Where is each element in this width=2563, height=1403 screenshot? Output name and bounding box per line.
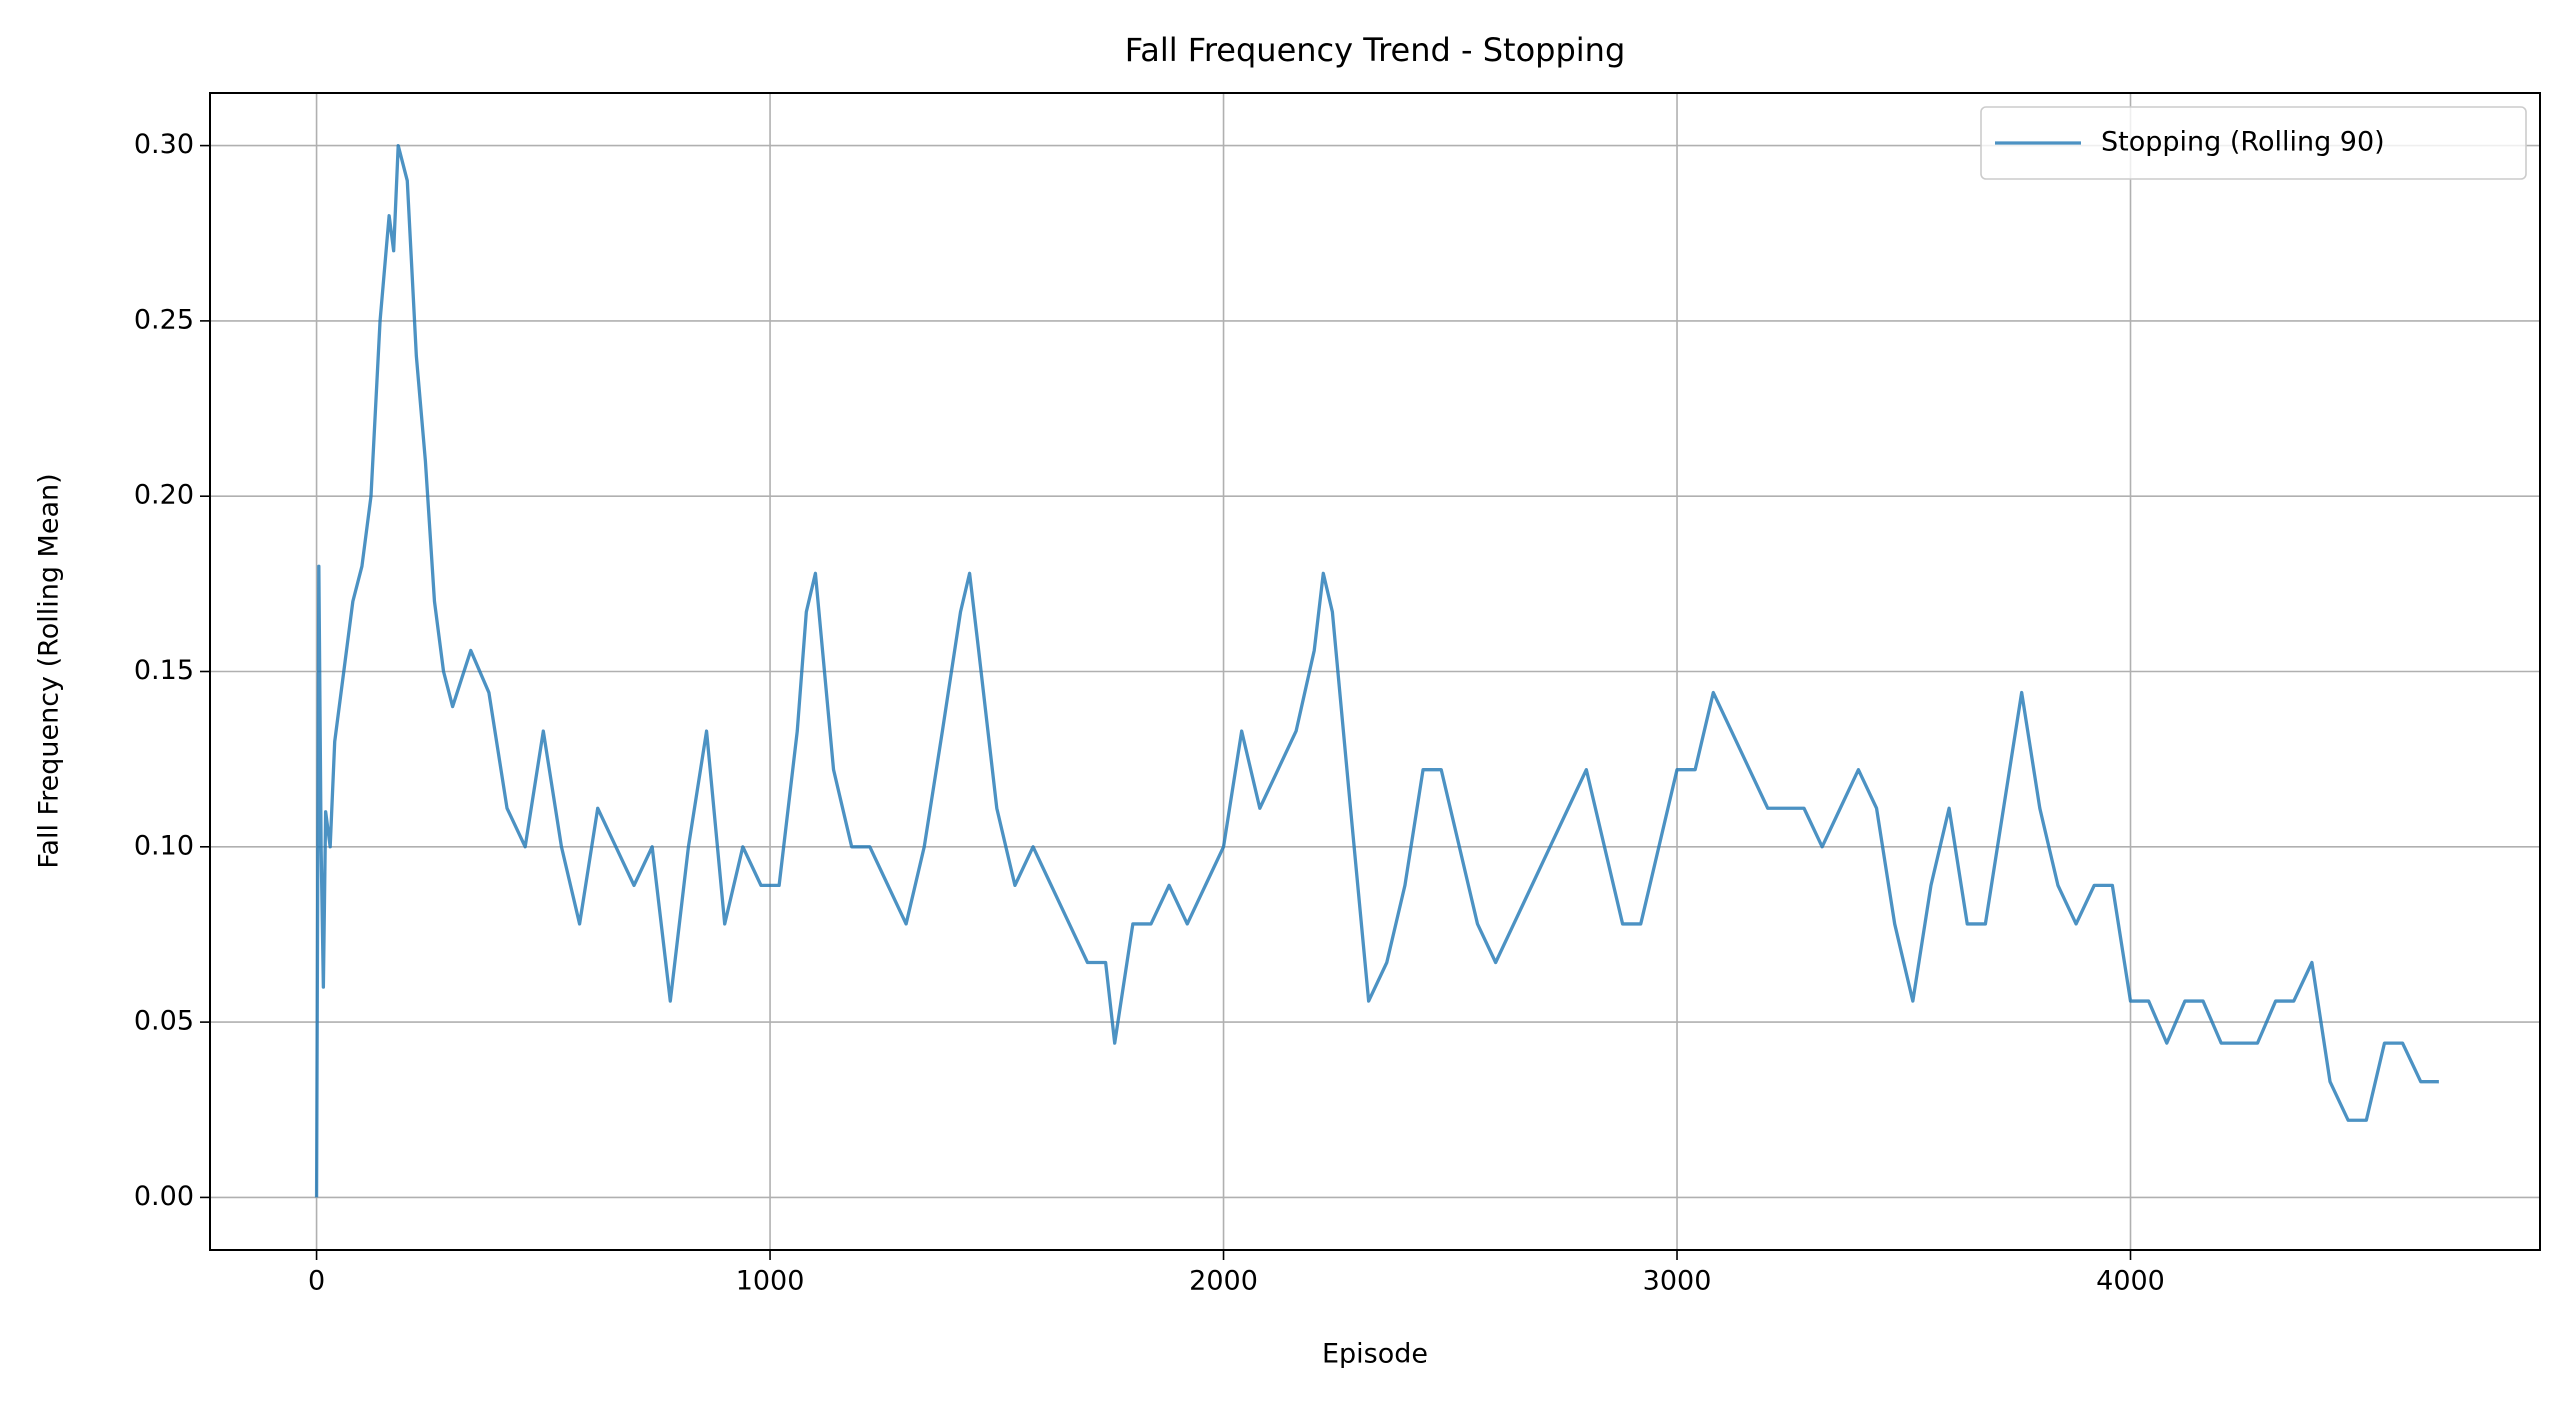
- y-tick-label: 0.05: [134, 1006, 194, 1037]
- y-axis-label: Fall Frequency (Rolling Mean): [34, 473, 65, 868]
- plot-frame: [209, 92, 2541, 1251]
- y-tick-label: 0.20: [134, 480, 194, 511]
- legend-box: [1980, 106, 2527, 180]
- x-tick-label: 2000: [1189, 1266, 1258, 1297]
- x-tick-label: 0: [308, 1266, 325, 1297]
- data-line: [314, 143, 2439, 1198]
- y-tick-label: 0.25: [134, 304, 194, 335]
- y-tick-label: 0.30: [134, 129, 194, 160]
- y-tick-label: 0.00: [134, 1181, 194, 1212]
- y-tick-label: 0.10: [134, 830, 194, 861]
- x-tick-label: 1000: [736, 1266, 805, 1297]
- y-tick-label: 0.15: [134, 655, 194, 686]
- x-tick-label: 3000: [1643, 1266, 1712, 1297]
- legend-label: Stopping (Rolling 90): [2101, 127, 2385, 158]
- x-tick-label: 4000: [2096, 1266, 2165, 1297]
- chart-title: Fall Frequency Trend - Stopping: [1125, 31, 1626, 69]
- x-axis-label: Episode: [1322, 1339, 1428, 1370]
